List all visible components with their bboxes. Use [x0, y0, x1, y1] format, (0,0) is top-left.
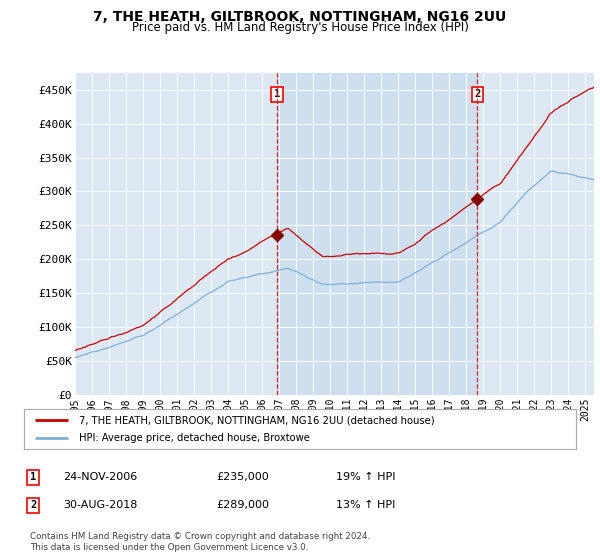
- Text: 2: 2: [474, 90, 481, 100]
- Bar: [277, 73, 478, 395]
- Text: 2: 2: [30, 500, 36, 510]
- Text: Price paid vs. HM Land Registry's House Price Index (HPI): Price paid vs. HM Land Registry's House …: [131, 21, 469, 34]
- Text: 7, THE HEATH, GILTBROOK, NOTTINGHAM, NG16 2UU: 7, THE HEATH, GILTBROOK, NOTTINGHAM, NG1…: [94, 10, 506, 24]
- Text: 1: 1: [30, 472, 36, 482]
- Text: HPI: Average price, detached house, Broxtowe: HPI: Average price, detached house, Brox…: [79, 433, 310, 443]
- Text: 19% ↑ HPI: 19% ↑ HPI: [336, 472, 395, 482]
- Text: £235,000: £235,000: [216, 472, 269, 482]
- Text: 30-AUG-2018: 30-AUG-2018: [63, 500, 137, 510]
- Text: Contains HM Land Registry data © Crown copyright and database right 2024.
This d: Contains HM Land Registry data © Crown c…: [30, 533, 370, 552]
- Text: 24-NOV-2006: 24-NOV-2006: [63, 472, 137, 482]
- Text: 13% ↑ HPI: 13% ↑ HPI: [336, 500, 395, 510]
- Text: £289,000: £289,000: [216, 500, 269, 510]
- Text: 7, THE HEATH, GILTBROOK, NOTTINGHAM, NG16 2UU (detached house): 7, THE HEATH, GILTBROOK, NOTTINGHAM, NG1…: [79, 415, 435, 425]
- Text: 1: 1: [274, 90, 280, 100]
